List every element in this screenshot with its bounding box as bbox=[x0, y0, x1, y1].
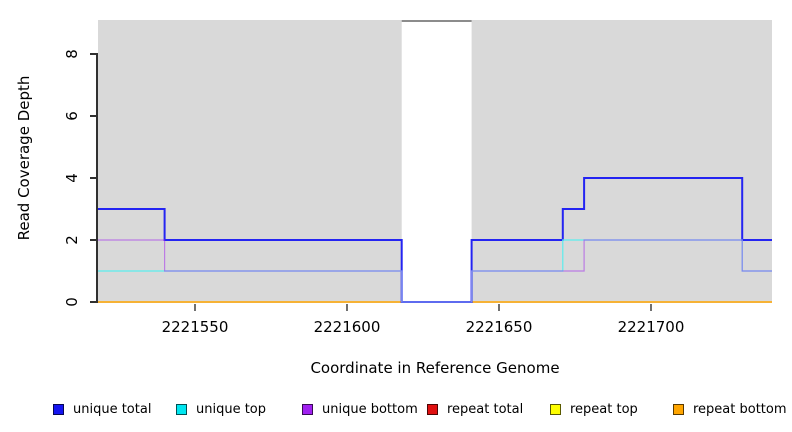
y-tick-label: 2 bbox=[63, 235, 81, 245]
y-tick bbox=[90, 177, 97, 179]
legend-item-unique-total: unique total bbox=[53, 398, 151, 420]
legend-label: repeat total bbox=[447, 401, 524, 417]
y-tick-label: 6 bbox=[63, 111, 81, 121]
x-tick-label: 2221700 bbox=[617, 318, 685, 336]
legend-swatch-unique-bottom bbox=[302, 403, 313, 415]
y-tick bbox=[90, 301, 97, 303]
legend-label: repeat bottom bbox=[693, 401, 787, 417]
series-unique-total bbox=[98, 177, 772, 303]
legend: unique total unique top unique bottom repea… bbox=[0, 398, 792, 420]
x-tick-label: 2221550 bbox=[161, 318, 229, 336]
x-axis-label: Coordinate in Reference Genome bbox=[310, 359, 560, 377]
legend-swatch-unique-top bbox=[176, 403, 187, 415]
y-tick-label: 8 bbox=[63, 49, 81, 59]
legend-item-repeat-top: repeat top bbox=[550, 398, 638, 420]
legend-swatch-repeat-bottom bbox=[673, 403, 684, 415]
series-unique-bottom bbox=[98, 239, 772, 303]
y-tick bbox=[90, 239, 97, 241]
x-tick bbox=[194, 304, 196, 311]
x-tick bbox=[650, 304, 652, 311]
y-tick-label: 0 bbox=[63, 297, 81, 307]
x-tick bbox=[346, 304, 348, 311]
y-tick bbox=[90, 115, 97, 117]
legend-swatch-repeat-total bbox=[427, 403, 438, 415]
legend-item-unique-top: unique top bbox=[176, 398, 266, 420]
legend-item-repeat-total: repeat total bbox=[427, 398, 523, 420]
legend-label: unique total bbox=[73, 401, 152, 417]
y-tick-label: 4 bbox=[63, 173, 81, 183]
legend-swatch-repeat-top bbox=[550, 403, 561, 415]
x-tick bbox=[498, 304, 500, 311]
legend-label: unique top bbox=[196, 401, 267, 417]
y-tick bbox=[90, 53, 97, 55]
y-axis-label: Read Coverage Depth bbox=[15, 75, 33, 241]
x-tick-label: 2221650 bbox=[465, 318, 533, 336]
legend-swatch-unique-total bbox=[53, 403, 64, 415]
legend-item-unique-bottom: unique bottom bbox=[302, 398, 418, 420]
gap-band bbox=[401, 20, 472, 303]
plot-area bbox=[98, 20, 772, 303]
legend-label: repeat top bbox=[570, 401, 638, 417]
coverage-plot-canvas bbox=[98, 20, 772, 303]
legend-item-repeat-bottom: repeat bottom bbox=[673, 398, 787, 420]
legend-label: unique bottom bbox=[322, 401, 418, 417]
x-tick-label: 2221600 bbox=[313, 318, 381, 336]
